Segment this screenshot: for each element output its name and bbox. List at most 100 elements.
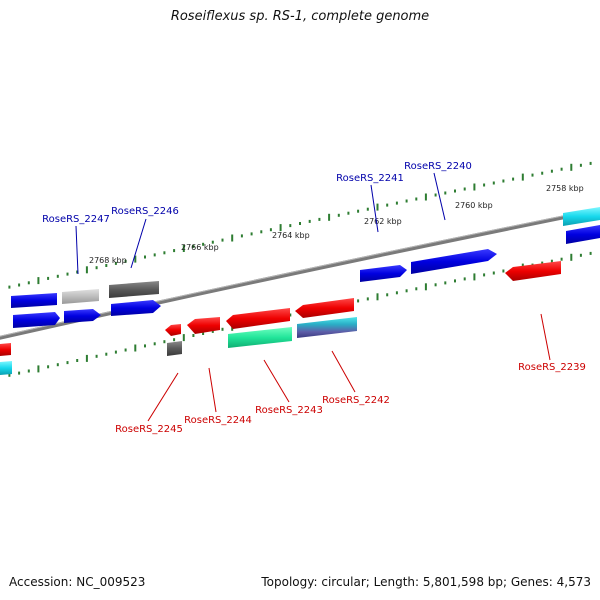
minor-tick xyxy=(260,230,263,234)
gene-arrow[interactable] xyxy=(13,312,60,328)
gene-arrow[interactable] xyxy=(0,343,11,356)
major-tick xyxy=(134,344,137,352)
gene-label-2241[interactable]: RoseRS_2241 xyxy=(336,173,404,184)
tick-label-2762: 2762 kbp xyxy=(364,217,402,226)
gene-arrow[interactable] xyxy=(411,249,497,274)
minor-tick xyxy=(144,344,146,348)
major-tick xyxy=(37,277,40,285)
minor-tick xyxy=(221,238,224,242)
minor-tick xyxy=(444,191,447,195)
minor-tick xyxy=(415,287,418,291)
minor-tick xyxy=(454,189,456,193)
gene-arrow[interactable] xyxy=(62,289,99,304)
minor-tick xyxy=(483,183,486,187)
minor-tick xyxy=(192,244,195,248)
minor-tick xyxy=(8,285,11,289)
tick-label-2758: 2758 kbp xyxy=(546,184,584,193)
minor-tick xyxy=(173,249,176,253)
leader-line-2242 xyxy=(331,350,356,393)
minor-tick xyxy=(163,340,166,344)
major-tick xyxy=(231,234,234,242)
minor-tick xyxy=(202,332,205,335)
gene-arrow[interactable] xyxy=(226,308,290,329)
gene-arrow[interactable] xyxy=(360,265,407,282)
major-tick xyxy=(376,203,379,211)
gene-label-2243[interactable]: RoseRS_2243 xyxy=(255,405,323,416)
minor-tick xyxy=(95,266,98,270)
outer-tick-track xyxy=(8,161,592,289)
minor-tick xyxy=(550,169,553,173)
gene-arrow[interactable] xyxy=(0,361,12,375)
tick-label-2768: 2768 kbp xyxy=(89,256,127,265)
minor-tick xyxy=(347,211,350,215)
major-tick xyxy=(37,365,40,373)
gene-arrow[interactable] xyxy=(64,309,101,323)
minor-tick xyxy=(492,271,495,275)
minor-tick xyxy=(386,293,389,297)
gene-label-2239[interactable]: RoseRS_2239 xyxy=(518,362,586,373)
major-tick xyxy=(85,266,88,274)
gene-arrow[interactable] xyxy=(297,317,357,338)
gene-arrow[interactable] xyxy=(566,225,600,244)
gene-arrow[interactable] xyxy=(111,300,161,316)
minor-tick xyxy=(550,259,553,263)
major-tick xyxy=(376,293,379,301)
reverse-strand-genes xyxy=(0,261,561,375)
minor-tick xyxy=(405,199,408,203)
minor-tick xyxy=(240,234,243,238)
tick-labels: 2768 kbp 2766 kbp 2764 kbp 2762 kbp 2760… xyxy=(89,184,584,265)
gene-arrow[interactable] xyxy=(165,324,181,336)
leader-line-2245 xyxy=(147,372,179,422)
gene-label-2240[interactable]: RoseRS_2240 xyxy=(404,161,472,172)
minor-tick xyxy=(56,363,59,367)
gene-arrow[interactable] xyxy=(295,298,354,318)
minor-tick xyxy=(211,240,214,244)
major-tick xyxy=(424,283,427,291)
minor-tick xyxy=(47,365,50,369)
minor-tick xyxy=(27,369,30,373)
gene-label-2244[interactable]: RoseRS_2244 xyxy=(184,415,252,426)
gene-label-2242[interactable]: RoseRS_2242 xyxy=(322,395,390,406)
minor-tick xyxy=(211,329,214,333)
minor-tick xyxy=(192,334,195,337)
minor-tick xyxy=(405,289,408,293)
minor-tick xyxy=(250,232,253,236)
major-tick xyxy=(424,193,427,201)
major-tick xyxy=(85,354,88,362)
gene-arrow[interactable] xyxy=(187,317,220,334)
gene-arrow[interactable] xyxy=(109,281,159,298)
map-title: Roseiflexus sp. RS-1, complete genome xyxy=(170,9,430,24)
gene-label-2246[interactable]: RoseRS_2246 xyxy=(111,206,179,217)
minor-tick xyxy=(454,279,456,283)
minor-tick xyxy=(8,373,11,377)
gene-arrow[interactable] xyxy=(228,327,292,348)
minor-tick xyxy=(299,222,301,225)
minor-tick xyxy=(76,270,79,274)
accession-text: Accession: NC_009523 xyxy=(9,575,146,589)
leader-line-2247 xyxy=(75,225,79,275)
minor-tick xyxy=(589,161,592,165)
minor-tick xyxy=(434,193,437,197)
major-tick xyxy=(134,255,137,263)
leader-line-2243 xyxy=(263,359,290,403)
minor-tick xyxy=(415,197,418,201)
minor-tick xyxy=(531,173,534,177)
gene-arrow[interactable] xyxy=(505,261,561,281)
major-tick xyxy=(521,173,524,181)
forward-strand-genes xyxy=(11,207,600,328)
tick-label-2760: 2760 kbp xyxy=(455,201,493,210)
minor-tick xyxy=(541,171,544,175)
minor-tick xyxy=(173,338,176,342)
minor-tick xyxy=(589,251,592,255)
gene-arrow[interactable] xyxy=(11,293,57,308)
minor-tick xyxy=(124,259,127,263)
gene-arrow[interactable] xyxy=(563,207,600,226)
gene-arrow[interactable] xyxy=(167,341,182,356)
gene-label-2245[interactable]: RoseRS_2245 xyxy=(115,424,183,435)
minor-tick xyxy=(47,276,50,280)
minor-tick xyxy=(357,299,360,303)
minor-tick xyxy=(105,264,108,267)
topology-summary-text: Topology: circular; Length: 5,801,598 bp… xyxy=(261,575,591,589)
gene-label-2247[interactable]: RoseRS_2247 xyxy=(42,214,110,225)
